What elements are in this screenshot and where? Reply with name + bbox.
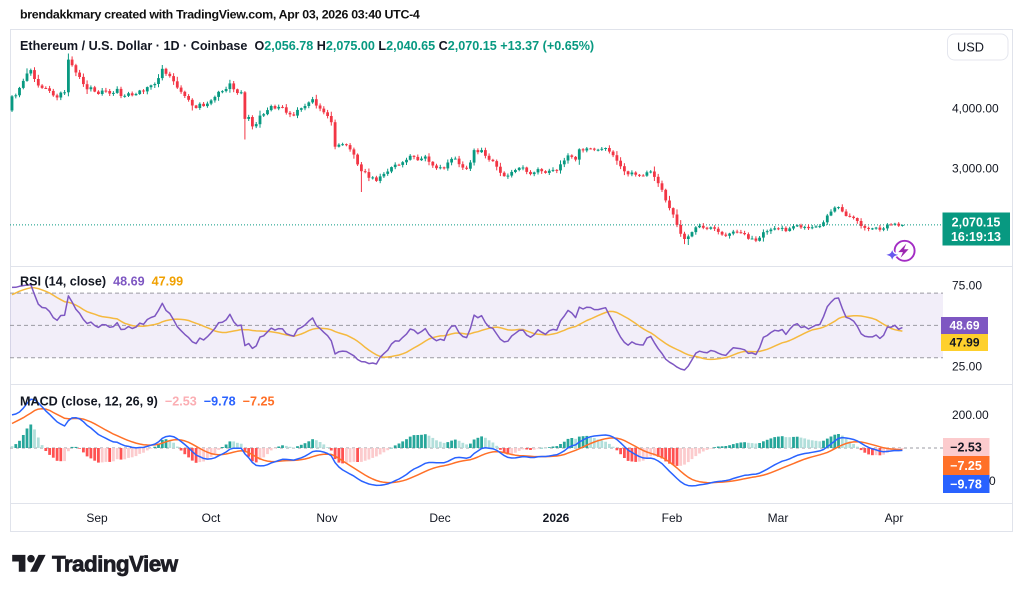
- svg-text:2026: 2026: [543, 511, 570, 525]
- svg-text:4,000.00: 4,000.00: [952, 101, 999, 115]
- svg-text:Ethereum / U.S. Dollar · 1D ·: Ethereum / U.S. Dollar · 1D · Coinbase O…: [20, 39, 594, 53]
- svg-text:48.69: 48.69: [949, 319, 979, 333]
- svg-text:200.00: 200.00: [952, 408, 989, 422]
- svg-text:TradingView: TradingView: [52, 552, 179, 577]
- svg-text:MACD (close, 12, 26, 9) −2.53: MACD (close, 12, 26, 9) −2.53 −9.78 −7.2…: [20, 395, 275, 409]
- svg-text:25.00: 25.00: [952, 359, 982, 373]
- svg-text:47.99: 47.99: [949, 336, 979, 350]
- svg-text:−9.78: −9.78: [950, 478, 982, 492]
- svg-text:16:19:13: 16:19:13: [951, 230, 1001, 244]
- svg-text:−2.53: −2.53: [950, 441, 982, 455]
- svg-text:brendakkmary created with Trad: brendakkmary created with TradingView.co…: [20, 8, 420, 22]
- svg-text:RSI (14, close) 48.69 47.99: RSI (14, close) 48.69 47.99: [20, 275, 183, 289]
- svg-text:Dec: Dec: [429, 511, 450, 525]
- svg-text:USD: USD: [957, 40, 984, 55]
- svg-text:Apr: Apr: [885, 511, 904, 525]
- svg-text:2,070.15: 2,070.15: [952, 216, 1001, 230]
- svg-text:Sep: Sep: [86, 511, 108, 525]
- svg-text:Feb: Feb: [662, 511, 683, 525]
- svg-text:Nov: Nov: [316, 511, 337, 525]
- svg-text:75.00: 75.00: [952, 279, 982, 293]
- svg-text:Mar: Mar: [768, 511, 789, 525]
- svg-text:−7.25: −7.25: [950, 459, 982, 473]
- svg-text:3,000.00: 3,000.00: [952, 162, 999, 176]
- svg-text:Oct: Oct: [202, 511, 221, 525]
